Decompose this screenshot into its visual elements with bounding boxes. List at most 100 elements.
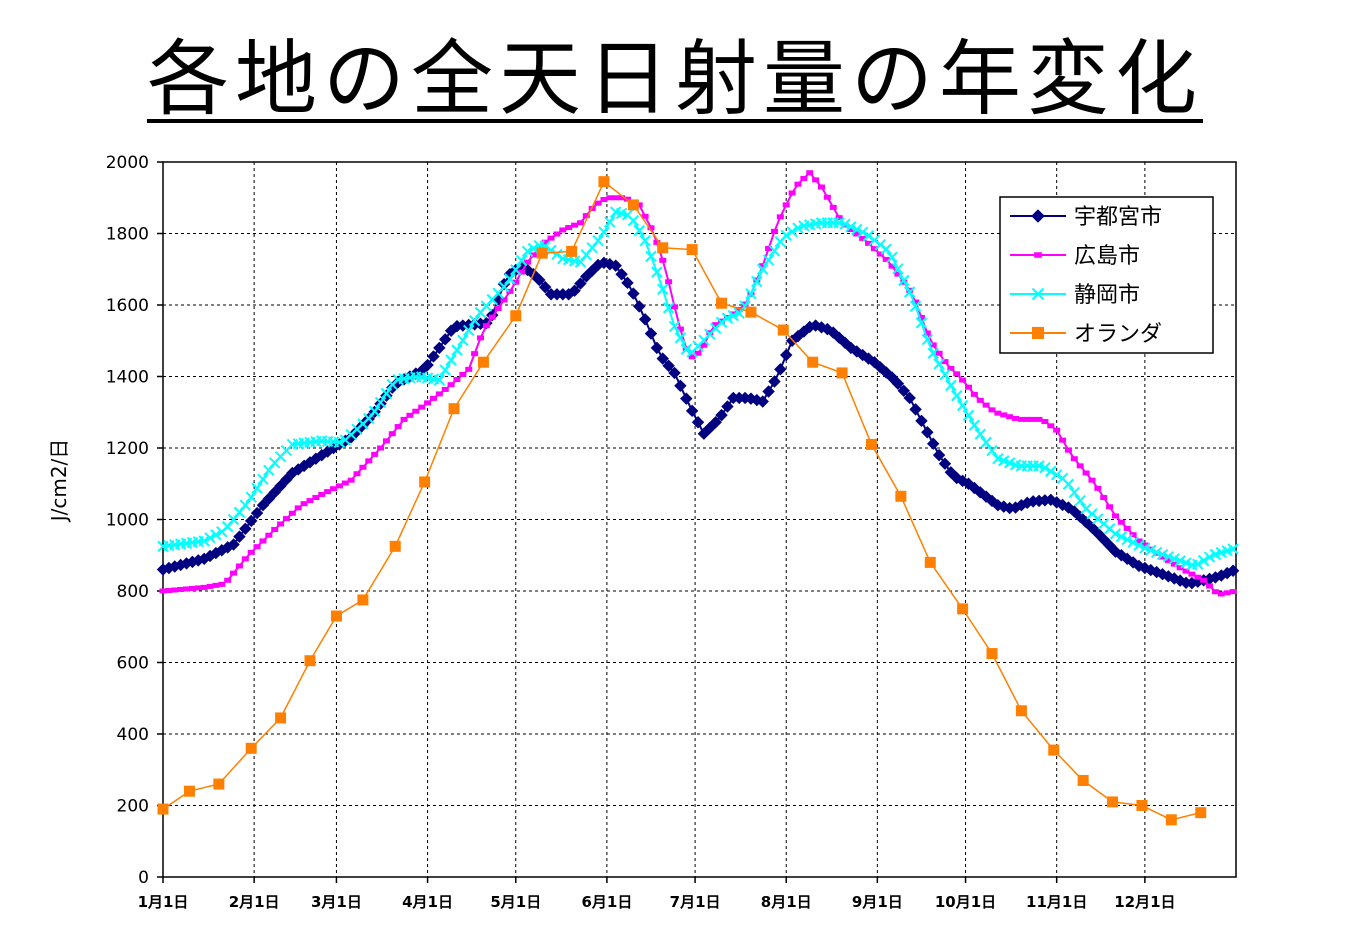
data-point	[921, 426, 934, 439]
data-point	[183, 785, 195, 797]
y-tick-label: 0	[138, 868, 149, 888]
data-point	[759, 263, 767, 269]
data-point	[721, 312, 734, 324]
x-tick-label: 8月1日	[761, 893, 812, 911]
legend-marker	[1031, 209, 1045, 223]
data-point	[177, 586, 185, 592]
data-point	[421, 358, 434, 372]
data-point	[433, 374, 446, 386]
data-point	[1097, 533, 1110, 546]
grid-lines	[163, 162, 1236, 877]
data-point	[865, 438, 877, 450]
data-point	[964, 384, 972, 390]
data-point	[1123, 525, 1131, 531]
legend-item: 広島市	[1010, 244, 1140, 269]
data-point	[312, 495, 320, 501]
y-tick-label: 800	[117, 582, 149, 602]
data-point	[659, 257, 667, 263]
data-point	[645, 250, 657, 263]
data-point	[1074, 494, 1086, 507]
data-point	[1129, 532, 1137, 538]
y-tick-label: 200	[117, 797, 149, 817]
data-point	[1194, 574, 1202, 580]
data-point	[318, 491, 326, 497]
data-point	[576, 220, 584, 226]
data-point	[1203, 551, 1216, 563]
data-point	[639, 234, 651, 247]
data-point	[651, 266, 663, 278]
legend-label: 静岡市	[1074, 283, 1140, 308]
data-point	[957, 603, 969, 615]
data-point	[980, 436, 992, 449]
data-point	[274, 479, 287, 493]
data-point	[876, 251, 884, 257]
data-point	[851, 223, 863, 236]
data-point	[263, 464, 275, 477]
data-point	[1059, 437, 1067, 443]
data-point	[909, 300, 922, 312]
data-point	[239, 499, 252, 511]
data-point	[715, 316, 728, 328]
data-point	[806, 170, 814, 176]
chart-title: 各地の全天日射量の年変化	[0, 30, 1350, 130]
data-point	[1195, 807, 1207, 819]
data-point	[245, 491, 257, 503]
data-point	[1200, 577, 1208, 583]
legend-item: 宇都宮市	[1010, 205, 1162, 230]
y-tick-label: 2000	[106, 153, 149, 173]
data-point	[674, 332, 687, 344]
data-point	[817, 184, 825, 190]
data-point	[1226, 564, 1240, 577]
data-point	[406, 412, 414, 418]
data-point	[762, 254, 775, 266]
data-point	[716, 297, 728, 309]
data-point	[712, 322, 720, 328]
data-point	[1041, 419, 1049, 425]
data-point	[941, 359, 949, 365]
data-point	[665, 279, 673, 285]
data-point	[932, 448, 946, 462]
legend-label: 宇都宮市	[1074, 205, 1162, 230]
data-point	[1048, 744, 1060, 756]
data-point	[1217, 591, 1225, 597]
data-point	[250, 506, 264, 520]
data-point	[653, 239, 661, 245]
data-point	[510, 310, 522, 322]
data-point	[394, 424, 402, 430]
data-point	[419, 476, 431, 488]
data-point	[606, 195, 614, 201]
data-point	[938, 457, 952, 470]
data-point	[245, 742, 257, 754]
data-point	[853, 231, 861, 237]
data-point	[1053, 427, 1061, 433]
data-point	[782, 202, 790, 208]
data-point	[1133, 539, 1145, 551]
x-tick-label: 7月1日	[670, 893, 721, 911]
data-point	[1111, 513, 1119, 519]
data-point	[633, 224, 645, 237]
data-point	[959, 377, 967, 383]
data-point	[571, 222, 579, 228]
y-tick-label: 1600	[106, 296, 149, 316]
data-point	[412, 408, 420, 414]
data-point	[504, 273, 516, 285]
data-point	[792, 222, 804, 234]
y-axis-ticks: 0 200 400 600 800 1000 1200 1400 1600 1800 2000	[106, 153, 163, 888]
data-point	[662, 359, 675, 372]
data-point	[188, 585, 196, 591]
data-point	[565, 225, 573, 231]
y-tick-label: 1000	[106, 511, 149, 531]
data-point	[923, 330, 931, 336]
series-3	[157, 176, 1207, 826]
data-point	[476, 335, 484, 341]
data-point	[623, 196, 631, 202]
data-point	[445, 354, 457, 366]
data-point	[656, 352, 669, 365]
data-point	[939, 369, 951, 381]
data-point	[335, 483, 343, 489]
data-point	[768, 245, 781, 257]
data-point	[506, 288, 514, 294]
data-point	[674, 379, 687, 393]
data-point	[439, 364, 451, 376]
data-point	[439, 333, 452, 346]
